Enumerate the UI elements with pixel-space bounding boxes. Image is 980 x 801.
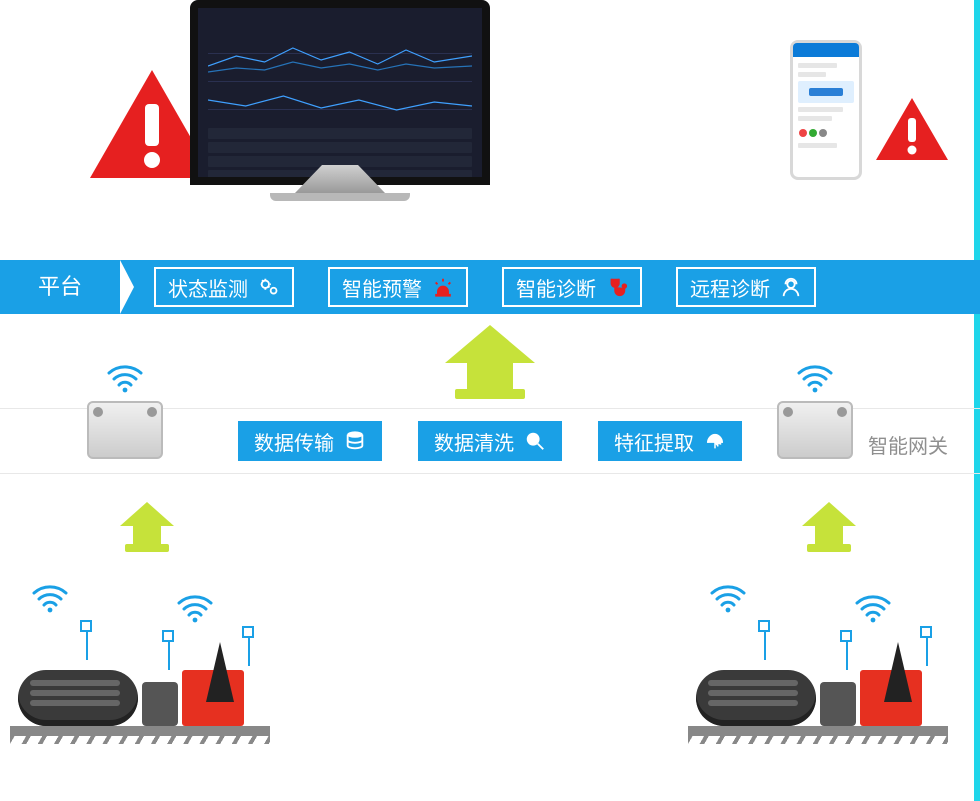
upload-arrow-right — [802, 502, 856, 552]
platform-item-smart-diag: 智能诊断 — [502, 267, 642, 307]
platform-item-smart-alert: 智能预警 — [328, 267, 468, 307]
warning-triangle-small — [876, 98, 948, 165]
machine-right — [688, 580, 958, 750]
gateway-item-label: 数据清洗 — [434, 427, 514, 456]
platform-item-label: 状态监测 — [168, 273, 248, 302]
platform-label: 平台 — [0, 260, 120, 314]
wifi-icon — [708, 580, 748, 619]
database-icon — [344, 430, 366, 452]
wifi-icon — [175, 590, 215, 629]
upload-arrow-main — [445, 325, 535, 399]
platform-item-label: 智能预警 — [342, 273, 422, 302]
gateway-item-transfer: 数据传输 — [238, 421, 382, 461]
platform-item-label: 智能诊断 — [516, 273, 596, 302]
gears-icon — [258, 276, 280, 298]
desktop-monitor — [190, 0, 490, 201]
machine-left — [10, 580, 280, 750]
platform-item-remote-diag: 远程诊断 — [676, 267, 816, 307]
fingerprint-icon — [704, 430, 726, 452]
gateway-device-left — [80, 360, 170, 446]
upload-arrow-left — [120, 502, 174, 552]
wifi-icon — [30, 580, 70, 619]
wifi-icon — [853, 590, 893, 629]
magnify-icon — [524, 430, 546, 452]
gateway-item-clean: 数据清洗 — [418, 421, 562, 461]
mobile-phone — [790, 40, 862, 180]
alarm-icon — [432, 276, 454, 298]
gateway-item-label: 数据传输 — [254, 427, 334, 456]
platform-item-label: 远程诊断 — [690, 273, 770, 302]
headset-icon — [780, 276, 802, 298]
stethoscope-icon — [606, 276, 628, 298]
platform-bar: 平台 状态监测 智能预警 智能诊断 远程诊断 — [0, 260, 980, 314]
right-edge-accent — [974, 0, 980, 801]
gateway-item-feature: 特征提取 — [598, 421, 742, 461]
gateway-label: 智能网关 — [868, 430, 948, 459]
wifi-icon — [770, 360, 860, 399]
wifi-icon — [80, 360, 170, 399]
gateway-device-right — [770, 360, 860, 446]
platform-item-status-monitor: 状态监测 — [154, 267, 294, 307]
monitor-screen — [190, 0, 490, 185]
gateway-item-label: 特征提取 — [614, 427, 694, 456]
